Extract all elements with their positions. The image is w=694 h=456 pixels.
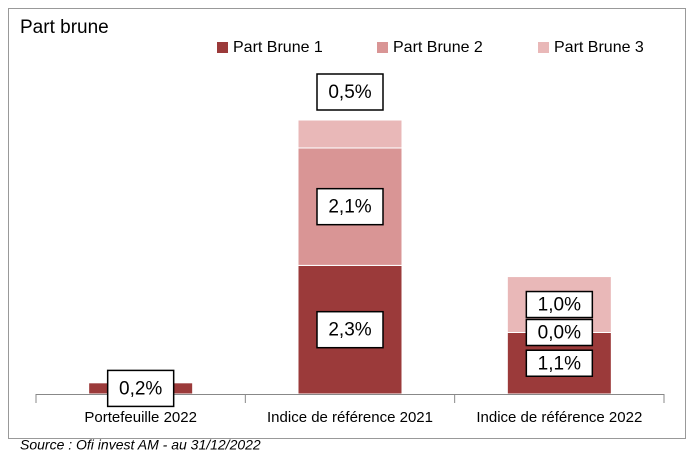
x-tick-label: Portefeuille 2022 [84,409,197,426]
data-label: 1,1% [538,353,581,374]
data-label: 0,5% [328,82,371,103]
bar-segment [297,119,403,149]
data-label: 2,3% [328,320,371,341]
chart-title: Part brune [20,17,109,38]
data-label-box [525,349,594,377]
data-label: 0,2% [119,378,162,399]
legend-label: Part Brune 2 [393,39,483,56]
data-label-box [106,369,175,408]
legend-swatch [538,42,549,53]
data-label: 2,1% [328,197,371,218]
legend-swatch [377,42,388,53]
x-tick-label: Indice de référence 2022 [476,409,642,426]
data-label-box [316,187,384,226]
legend-label: Part Brune 3 [554,39,644,56]
data-label-box [525,318,594,347]
source-note: Source : Ofi invest AM - au 31/12/2022 [20,437,261,453]
legend-swatch [217,42,228,53]
data-label-box [316,310,384,349]
data-label-box [316,73,384,111]
data-label-box [525,290,594,319]
data-label: 1,0% [538,295,581,316]
x-tick-label: Indice de référence 2021 [267,409,433,426]
data-label: 0,0% [538,323,581,344]
legend-label: Part Brune 1 [233,39,323,56]
